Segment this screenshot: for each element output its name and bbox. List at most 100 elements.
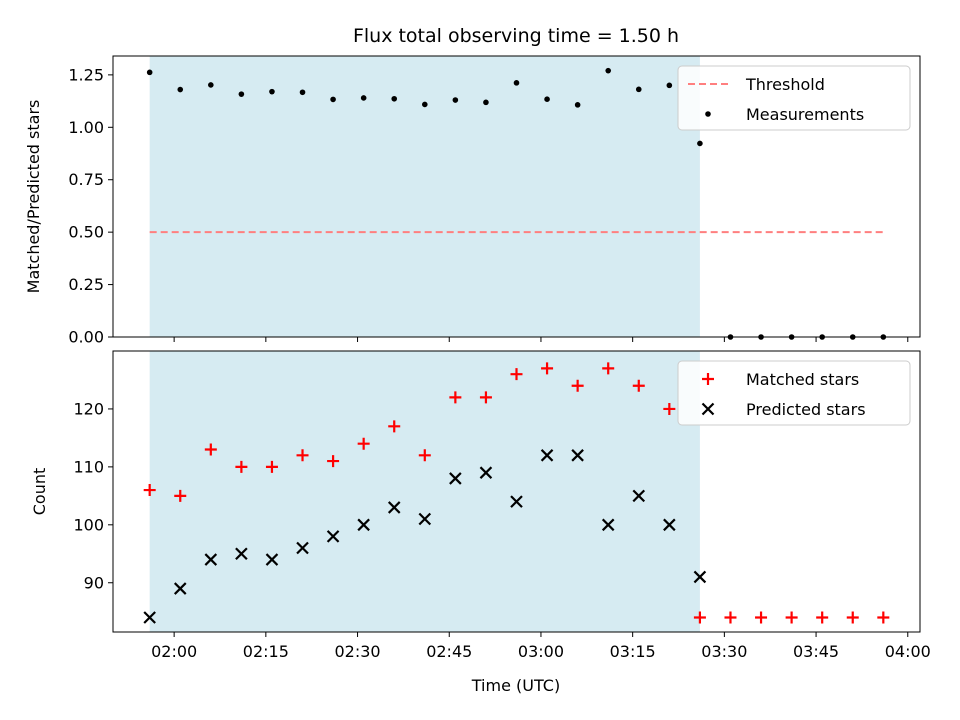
predicted-stars-point [326,530,340,543]
measurements-point [299,89,306,96]
matched-stars-point [846,611,859,624]
x-axis-label: Time (UTC) [471,676,560,695]
measurements-point [452,97,459,103]
x-tick-label: 02:15 [243,642,289,661]
y-tick-label: 0.75 [68,170,104,189]
x-tick-label: 02:45 [426,642,472,661]
matched-stars-point [418,449,431,462]
matched-stars-point [449,391,462,404]
measurements-point [238,91,245,97]
predicted-stars-point [357,518,370,532]
matched-stars-point [296,449,309,462]
matched-stars-point [785,611,798,624]
predicted-stars-point [265,553,279,566]
x-tick-label: 03:45 [793,642,839,661]
y-tick-label: 1.00 [68,118,104,137]
measurements-point [513,80,520,86]
y-tick-label: 1.25 [68,65,104,84]
y-tick-label: 120 [73,399,104,418]
measurements-point [360,95,367,101]
matched-stars-point [663,402,676,415]
matched-stars-point [388,420,401,433]
observing-span [149,351,700,632]
matched-stars-point [816,611,829,624]
x-tick-label: 04:00 [885,642,931,661]
x-tick-label: 02:00 [151,642,197,661]
top-panel: 0.00 0.25 0.50 0.75 1.00 1.25 Matched/Predicte… [24,55,921,347]
matched-stars-point [235,460,248,473]
top-y-axis-label: Matched/Predicted stars [24,100,43,294]
matched-stars-point [174,489,187,502]
predicted-stars-point [601,518,615,532]
y-tick-label: 110 [73,457,104,476]
measurements-point [574,102,581,108]
predicted-stars-point [449,472,462,485]
predicted-stars-point [510,495,523,508]
matched-stars-point [877,611,890,624]
y-tick-label: 100 [73,515,104,534]
x-tick-label: 03:00 [518,642,564,661]
predicted-stars-point [204,553,218,566]
legend-threshold-label: Threshold [745,75,825,94]
matched-stars-point [510,368,523,381]
matched-stars-point [143,484,156,497]
top-axes-frame [112,55,921,338]
matched-stars-point [327,455,340,468]
measurements-point [697,140,703,147]
bottom-panel: 90 100 110 120 02:00 02:15 02:30 02:45 03:00 03:1… [30,350,931,661]
y-tick-label: 0.25 [68,275,104,294]
y-tick-label: 0.00 [68,328,104,347]
legend-predicted-stars-label: Predicted stars [746,400,866,419]
matched-stars-point [693,611,706,624]
measurements-point [330,96,336,103]
legend-measurements-label: Measurements [746,105,864,124]
measurements-point [483,99,489,106]
matched-stars-point [204,443,217,456]
x-tick-label: 03:30 [701,642,747,661]
matched-stars-point [755,611,768,624]
predicted-stars-point [387,501,401,514]
y-tick-label: 90 [84,573,104,592]
legend-matched-stars-swatch [702,373,714,385]
predicted-stars-point [143,611,156,624]
matched-stars-point [265,460,278,473]
predicted-stars-point [296,541,309,555]
x-tick-label: 03:15 [610,642,656,661]
legend-matched-stars-label: Matched stars [746,370,859,389]
matched-stars-point [571,379,584,392]
legend-box [677,65,911,131]
measurements-point [544,96,550,102]
legend-box [677,360,911,426]
measurements-point [421,101,428,108]
matched-stars-point [541,362,554,375]
measurements-point [605,67,612,74]
y-tick-label: 0.50 [68,223,104,242]
predicted-stars-point [173,582,187,595]
chart-title: Flux total observing time = 1.50 h [353,25,679,47]
matched-stars-point [357,437,370,450]
measurements-point [666,82,673,89]
measurements-point [635,86,642,93]
predicted-stars-point [632,489,646,503]
top-legend: Threshold Measurements [677,65,911,131]
legend-predicted-stars-swatch [701,402,715,416]
predicted-stars-point [571,449,584,462]
bottom-axes-frame [112,350,921,633]
predicted-stars-point [540,449,554,462]
matched-stars-point [479,391,492,404]
legend-measurements-swatch [705,111,711,117]
predicted-stars-point [479,466,493,479]
measurements-point [391,95,398,102]
bottom-legend: Matched stars Predicted stars [677,360,911,426]
predicted-stars-point [418,512,432,526]
predicted-stars-point [235,547,248,561]
predicted-stars-point [693,570,707,584]
measurements-point [269,88,275,95]
measurements-point [146,69,153,76]
matched-stars-point [602,362,615,375]
matched-stars-point [632,379,645,392]
predicted-stars-point [663,518,676,532]
measurements-point [208,82,214,88]
bottom-y-axis-label: Count [30,468,49,516]
